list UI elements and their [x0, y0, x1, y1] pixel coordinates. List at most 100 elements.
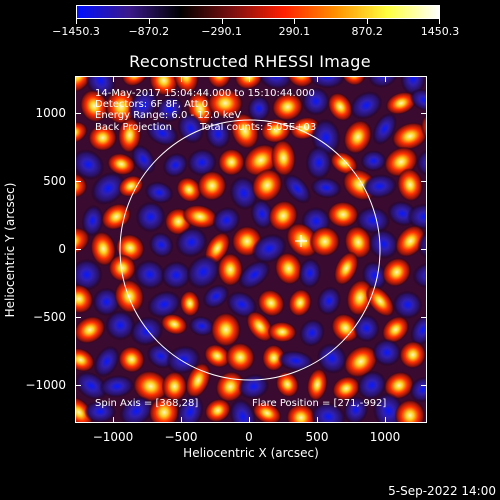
- dark-blob: [212, 206, 241, 234]
- bright-blob: [76, 315, 106, 344]
- tick-mark: [113, 417, 114, 423]
- dark-blob: [392, 290, 423, 319]
- bright-blob: [271, 92, 304, 121]
- dark-blob: [226, 291, 258, 318]
- dark-blob: [308, 77, 346, 89]
- dark-blob: [353, 314, 380, 343]
- y-tick-label: 0: [58, 242, 66, 256]
- bright-blob: [382, 257, 412, 287]
- dark-blob: [119, 396, 154, 422]
- bright-blob: [330, 151, 358, 175]
- tick-mark: [421, 181, 427, 182]
- tick-mark: [75, 385, 81, 386]
- bright-blob: [118, 346, 145, 373]
- bright-blob: [217, 252, 244, 287]
- dark-blob: [277, 350, 314, 372]
- bright-blob: [79, 89, 109, 123]
- dark-blob: [357, 370, 387, 400]
- dark-blob: [186, 254, 221, 290]
- bright-blob: [344, 225, 372, 259]
- dark-blob: [90, 171, 126, 205]
- bright-blob: [341, 77, 366, 86]
- bright-blob: [331, 313, 360, 343]
- colorbar-tick: [221, 19, 223, 24]
- dark-blob: [76, 258, 103, 291]
- bright-blob: [161, 371, 188, 402]
- x-axis-title: Heliocentric X (arcsec): [183, 446, 319, 460]
- dark-blob: [81, 204, 104, 237]
- dark-blob: [368, 229, 399, 260]
- bright-blob: [149, 77, 179, 96]
- tick-mark: [421, 317, 427, 318]
- colorbar-tick: [148, 19, 150, 24]
- y-tick-label: 500: [43, 174, 66, 188]
- dark-blob: [238, 260, 271, 290]
- bright-blob: [76, 284, 94, 314]
- dark-blob: [76, 149, 105, 180]
- dark-blob: [316, 343, 348, 374]
- dark-blob: [99, 375, 135, 398]
- y-tick-label: −1000: [25, 378, 66, 392]
- tick-mark: [181, 417, 182, 423]
- dark-blob: [205, 119, 231, 150]
- dark-blob: [305, 145, 332, 180]
- bright-blob: [343, 119, 373, 155]
- bright-blob: [76, 396, 94, 422]
- rhessi-image: [76, 77, 426, 422]
- dark-blob: [400, 77, 426, 96]
- dark-blob: [166, 345, 201, 375]
- dark-blob: [229, 176, 259, 211]
- colorbar-label: 1450.3: [420, 25, 460, 38]
- bright-blob: [207, 88, 244, 118]
- bright-blob: [396, 168, 424, 202]
- solar-limb-circle: [119, 119, 381, 381]
- bright-blob: [257, 289, 285, 317]
- bright-blob: [76, 121, 88, 144]
- bright-blob: [101, 203, 132, 231]
- dark-blob: [85, 77, 117, 99]
- bright-blob: [90, 231, 117, 267]
- dark-blob: [409, 376, 426, 403]
- bright-blob: [210, 312, 241, 348]
- y-axis-title: Heliocentric Y (arcsec): [3, 182, 17, 318]
- bright-blob: [206, 77, 232, 89]
- bright-blob: [172, 77, 199, 94]
- dark-blob: [146, 120, 179, 147]
- dark-blob: [162, 152, 188, 178]
- bright-blob: [399, 340, 426, 369]
- tick-mark: [75, 249, 81, 250]
- bright-blob: [261, 344, 286, 372]
- dark-blob: [135, 201, 166, 233]
- colorbar-tick: [294, 19, 296, 24]
- bright-blob: [383, 371, 415, 400]
- colorbar-tick: [367, 19, 369, 24]
- tick-mark: [421, 385, 427, 386]
- bright-blob: [204, 398, 231, 422]
- bright-blob: [246, 311, 274, 342]
- tick-mark: [421, 249, 427, 250]
- detectors: Detectors: 6F 8F, Att 0: [95, 99, 209, 110]
- tick-mark: [421, 113, 427, 114]
- tick-mark: [75, 317, 81, 318]
- method: Back Projection: [95, 122, 172, 133]
- tick-mark: [385, 76, 386, 82]
- bright-blob: [286, 77, 316, 88]
- dark-blob: [187, 148, 217, 177]
- dark-blob: [134, 259, 166, 290]
- bright-blob: [121, 77, 149, 87]
- dark-blob: [301, 87, 330, 116]
- y-tick-label: −500: [33, 310, 66, 324]
- bright-blob: [118, 175, 144, 198]
- dark-blob: [299, 318, 325, 347]
- bright-blob: [309, 226, 341, 257]
- dark-blob: [188, 315, 215, 337]
- dark-blob: [372, 112, 397, 146]
- colorbar: [76, 5, 440, 19]
- dark-blob: [92, 287, 121, 317]
- bright-blob: [327, 92, 353, 122]
- x-tick-label: −500: [164, 430, 198, 444]
- dark-blob: [175, 227, 208, 258]
- tick-mark: [317, 76, 318, 82]
- tick-mark: [75, 181, 81, 182]
- bright-blob: [76, 77, 94, 93]
